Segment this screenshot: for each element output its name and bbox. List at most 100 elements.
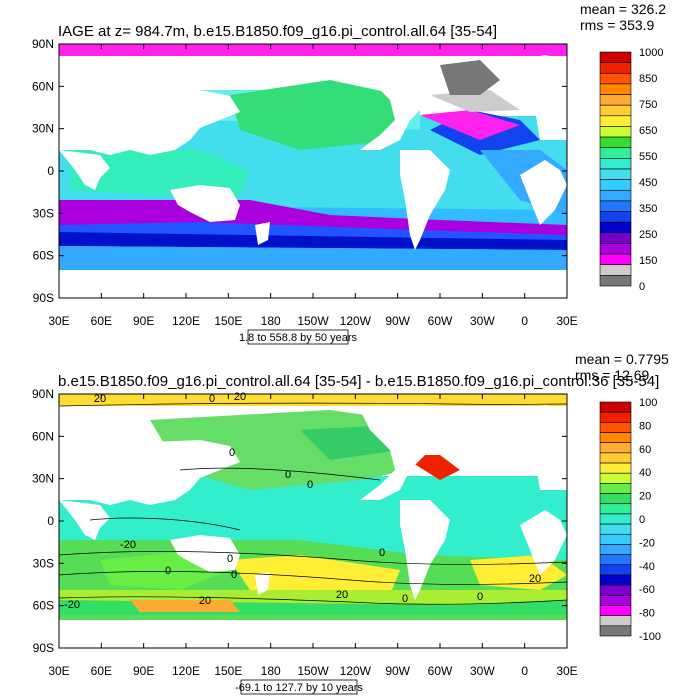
contour-label: 0	[229, 447, 235, 459]
contour-label: 20	[94, 393, 106, 405]
contour-label: 0	[231, 569, 237, 581]
lon-tick-label: 30E	[556, 314, 577, 328]
lon-tick-label: 30W	[470, 314, 495, 328]
colorbar-label: -40	[639, 561, 655, 573]
colorbar-swatch	[599, 275, 632, 287]
colorbar-label: 20	[639, 491, 651, 503]
colorbar-swatch	[599, 625, 632, 637]
panel-2-map	[59, 394, 567, 648]
panel-1-rms: rms = 353.9	[580, 17, 655, 33]
contour-label: 0	[209, 393, 215, 405]
panel-1-mean: mean = 326.2	[580, 1, 666, 17]
panel-1-range-box	[247, 329, 349, 345]
lat-tick-label: 90S	[33, 641, 54, 655]
colorbar-swatch	[599, 136, 632, 149]
lon-tick-label: 30E	[48, 664, 69, 678]
colorbar-swatch	[599, 432, 632, 443]
lat-tick-label: 30S	[33, 206, 54, 220]
lat-tick-label: 90S	[33, 291, 54, 305]
colorbar-label: 0	[639, 281, 645, 293]
colorbar-swatch	[599, 51, 632, 63]
lon-tick-label: 90W	[385, 314, 410, 328]
colorbar-swatch	[599, 442, 632, 454]
colorbar-swatch	[599, 513, 632, 525]
colorbar-label: 1000	[639, 47, 663, 59]
colorbar-swatch	[599, 115, 632, 127]
lon-tick-label: 150E	[214, 664, 242, 678]
lon-tick-label: 30E	[556, 664, 577, 678]
colorbar-label: 350	[639, 203, 657, 215]
lon-tick-label: 120E	[172, 664, 200, 678]
panel-2-mean: mean = 0.7795	[575, 351, 669, 367]
colorbar-swatch	[599, 483, 632, 494]
colorbar-label: 100	[639, 397, 657, 409]
colorbar-swatch	[599, 83, 632, 95]
colorbar-label: 250	[639, 229, 657, 241]
lon-tick-label: 90E	[133, 664, 154, 678]
colorbar-swatch	[599, 147, 632, 159]
lat-tick-label: 60N	[32, 79, 54, 93]
colorbar-label: -100	[639, 631, 661, 643]
colorbar-label: -80	[639, 608, 655, 620]
panel-2-range-label: -69.1 to 127.7 by 10 years	[235, 682, 363, 694]
contour-label: 0	[402, 593, 408, 605]
colorbar-label: 850	[639, 73, 657, 85]
colorbar-label: 60	[639, 444, 651, 456]
colorbar-swatch	[599, 564, 632, 576]
contour-label: 20	[529, 573, 541, 585]
colorbar-swatch	[599, 503, 632, 515]
colorbar-swatch	[599, 452, 632, 464]
panel-2: b.e15.B1850.f09_g16.pi_control.all.64 [3…	[32, 351, 669, 695]
colorbar-swatch	[599, 401, 632, 413]
colorbar-swatch	[599, 126, 632, 138]
colorbar-swatch	[599, 493, 632, 505]
lon-tick-label: 60E	[91, 314, 112, 328]
colorbar-swatch	[599, 221, 632, 234]
lon-tick-label: 90E	[133, 314, 154, 328]
colorbar-swatch	[599, 462, 632, 474]
panel-1-colorbar: 1000 850 750 650 550 450 350 250 150 0	[599, 47, 663, 293]
lat-tick-label: 0	[47, 514, 54, 528]
colorbar-swatch	[599, 72, 632, 85]
colorbar-swatch	[599, 243, 632, 255]
lon-tick-label: 30W	[470, 664, 495, 678]
lat-tick-label: 90N	[32, 37, 54, 51]
contour-label: 0	[307, 479, 313, 491]
colorbar-swatch	[599, 605, 632, 616]
colorbar-swatch	[599, 94, 632, 106]
panel-2-rms: rms = 12.69	[575, 367, 650, 383]
lat-tick-label: 30N	[32, 472, 54, 486]
panel-2-colorbar: 100 80 60 40 20 0 -20 -40 -60 -80 -100	[599, 397, 661, 643]
colorbar-label: 450	[639, 177, 657, 189]
colorbar-swatch	[599, 422, 632, 433]
panel-2-title: b.e15.B1850.f09_g16.pi_control.all.64 [3…	[58, 373, 659, 390]
contour-label: 0	[165, 565, 171, 577]
colorbar-swatch	[599, 615, 632, 627]
colorbar-swatch	[599, 584, 632, 596]
colorbar-swatch	[599, 211, 632, 223]
contour-label: 20	[234, 391, 246, 403]
lat-tick-label: 0	[47, 164, 54, 178]
lon-tick-label: 0	[521, 314, 528, 328]
lat-tick-label: 60S	[33, 249, 54, 263]
panel-1: IAGE at z= 984.7m, b.e15.B1850.f09_g16.p…	[32, 1, 666, 345]
contour-label: 0	[379, 547, 385, 559]
colorbar-swatch	[599, 189, 632, 202]
lon-tick-label: 60W	[428, 314, 453, 328]
lon-tick-label: 120E	[172, 314, 200, 328]
colorbar-swatch	[599, 158, 632, 170]
panel-2-contour-labels: 20 0 20 0 0 0 -20 0 0 0 20 0 0 20 20 0 -20	[64, 391, 541, 611]
panel-1-lat-ticks: 90N 60N 30N 0 30S 60S 90S	[32, 37, 567, 305]
lat-tick-label: 90N	[32, 387, 54, 401]
lon-tick-label: 60E	[91, 664, 112, 678]
lon-tick-label: 120W	[340, 314, 372, 328]
colorbar-swatch	[599, 168, 632, 180]
colorbar-swatch	[599, 179, 632, 191]
panel-1-map	[59, 44, 567, 298]
colorbar-swatch	[599, 200, 632, 212]
contour-label: 0	[227, 553, 233, 565]
lon-tick-label: 0	[521, 664, 528, 678]
contour-label: -20	[120, 539, 136, 551]
colorbar-swatch	[599, 62, 632, 74]
